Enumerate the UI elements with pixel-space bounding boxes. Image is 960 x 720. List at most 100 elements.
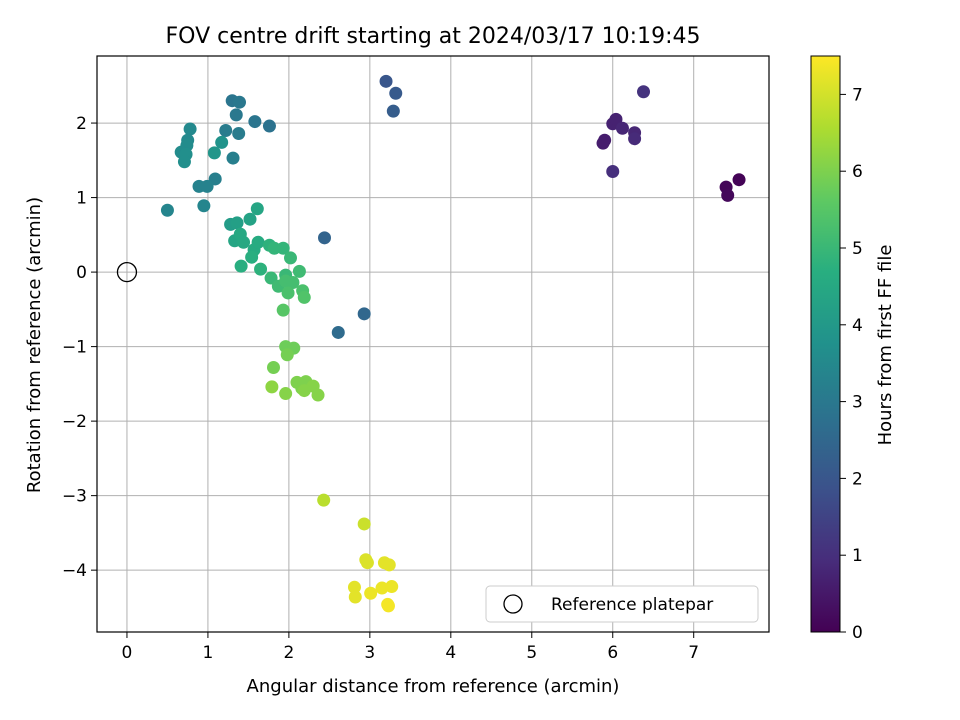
data-point bbox=[267, 241, 281, 255]
data-point bbox=[229, 108, 243, 122]
y-tick-label: −3 bbox=[62, 487, 87, 507]
y-tick-label: −4 bbox=[62, 561, 87, 581]
data-point bbox=[280, 348, 294, 362]
y-axis-ticks: −4 −3 −2 −1 0 1 2 bbox=[62, 114, 97, 581]
colorbar-label: Hours from first FF file bbox=[875, 245, 896, 446]
reference-marker-layer bbox=[116, 261, 138, 283]
plot-frame bbox=[96, 55, 770, 633]
colorbar-tick-label: 3 bbox=[852, 393, 863, 413]
legend: Reference platepar bbox=[485, 585, 759, 623]
y-tick-label: 2 bbox=[76, 114, 87, 134]
data-point bbox=[215, 135, 229, 149]
colorbar-tick-label: 6 bbox=[852, 162, 863, 182]
data-point bbox=[596, 136, 610, 150]
data-point bbox=[281, 286, 295, 300]
data-point bbox=[276, 241, 290, 255]
data-point bbox=[177, 155, 191, 169]
data-point bbox=[381, 599, 395, 613]
x-axis-label: Angular distance from reference (arcmin) bbox=[247, 676, 620, 697]
data-point bbox=[386, 104, 400, 118]
data-point bbox=[379, 74, 393, 88]
data-point bbox=[297, 384, 311, 398]
x-tick-label: 4 bbox=[445, 643, 456, 663]
y-axis-label: Rotation from reference (arcmin) bbox=[24, 197, 45, 493]
data-point bbox=[628, 132, 642, 146]
data-point bbox=[183, 122, 197, 136]
colorbar-tick-label: 0 bbox=[852, 623, 863, 643]
colorbar-tick-label: 5 bbox=[852, 239, 863, 259]
y-tick-label: 1 bbox=[76, 189, 87, 209]
colorbar: 0 1 2 3 4 5 6 7 Hours from first FF file bbox=[810, 55, 896, 643]
data-point bbox=[226, 151, 240, 165]
data-point bbox=[230, 216, 244, 230]
data-point bbox=[200, 179, 214, 193]
x-tick-label: 6 bbox=[607, 643, 618, 663]
data-point bbox=[317, 493, 331, 507]
colorbar-tick-label: 1 bbox=[852, 546, 863, 566]
y-tick-label: −2 bbox=[62, 412, 87, 432]
data-point bbox=[357, 307, 371, 321]
chart-title: FOV centre drift starting at 2024/03/17 … bbox=[166, 24, 701, 49]
data-points bbox=[160, 74, 746, 613]
data-point bbox=[721, 188, 735, 202]
data-point bbox=[160, 203, 174, 217]
data-point bbox=[606, 164, 620, 178]
colorbar-tick-label: 7 bbox=[852, 85, 863, 105]
data-point bbox=[364, 586, 378, 600]
data-point bbox=[357, 517, 371, 531]
data-point bbox=[232, 126, 246, 140]
data-point bbox=[219, 124, 233, 138]
data-point bbox=[609, 112, 623, 126]
data-point bbox=[360, 556, 374, 570]
data-point bbox=[267, 360, 281, 374]
data-point bbox=[250, 202, 264, 216]
legend-marker-icon bbox=[503, 594, 523, 614]
x-tick-label: 5 bbox=[526, 643, 537, 663]
x-tick-label: 0 bbox=[122, 643, 133, 663]
x-tick-label: 2 bbox=[283, 643, 294, 663]
legend-label: Reference platepar bbox=[551, 595, 713, 615]
reference-point-marker bbox=[116, 261, 138, 283]
y-tick-label: 0 bbox=[76, 263, 87, 283]
data-point bbox=[237, 235, 251, 249]
data-point bbox=[318, 231, 332, 245]
data-point bbox=[197, 199, 211, 213]
data-point bbox=[232, 95, 246, 109]
data-point bbox=[248, 115, 262, 129]
data-point bbox=[262, 119, 276, 133]
x-tick-label: 3 bbox=[364, 643, 375, 663]
x-tick-label: 7 bbox=[688, 643, 699, 663]
data-point bbox=[279, 387, 293, 401]
colorbar-ticks: 0 1 2 3 4 5 6 7 bbox=[840, 85, 863, 643]
data-point bbox=[311, 388, 325, 402]
data-point bbox=[615, 121, 629, 135]
data-point bbox=[389, 86, 403, 100]
x-axis-ticks: 0 1 2 3 4 5 6 7 bbox=[122, 632, 699, 663]
data-point bbox=[284, 251, 298, 265]
data-point bbox=[292, 264, 306, 278]
data-point bbox=[245, 250, 259, 264]
data-point bbox=[251, 235, 265, 249]
data-point bbox=[276, 303, 290, 317]
data-point bbox=[207, 146, 221, 160]
data-point bbox=[265, 380, 279, 394]
colorbar-tick-label: 2 bbox=[852, 469, 863, 489]
data-point bbox=[234, 259, 248, 273]
colorbar-gradient bbox=[810, 55, 841, 633]
legend-box bbox=[485, 585, 759, 623]
data-point bbox=[297, 290, 311, 304]
data-point bbox=[254, 262, 268, 276]
data-point bbox=[347, 580, 361, 594]
data-point bbox=[286, 276, 300, 290]
data-point bbox=[331, 325, 345, 339]
data-point bbox=[348, 590, 362, 604]
data-point bbox=[732, 173, 746, 187]
x-tick-label: 1 bbox=[203, 643, 214, 663]
data-point bbox=[385, 580, 399, 594]
data-point bbox=[375, 581, 389, 595]
data-point bbox=[243, 212, 257, 226]
y-tick-label: −1 bbox=[62, 338, 87, 358]
data-point bbox=[382, 558, 396, 572]
